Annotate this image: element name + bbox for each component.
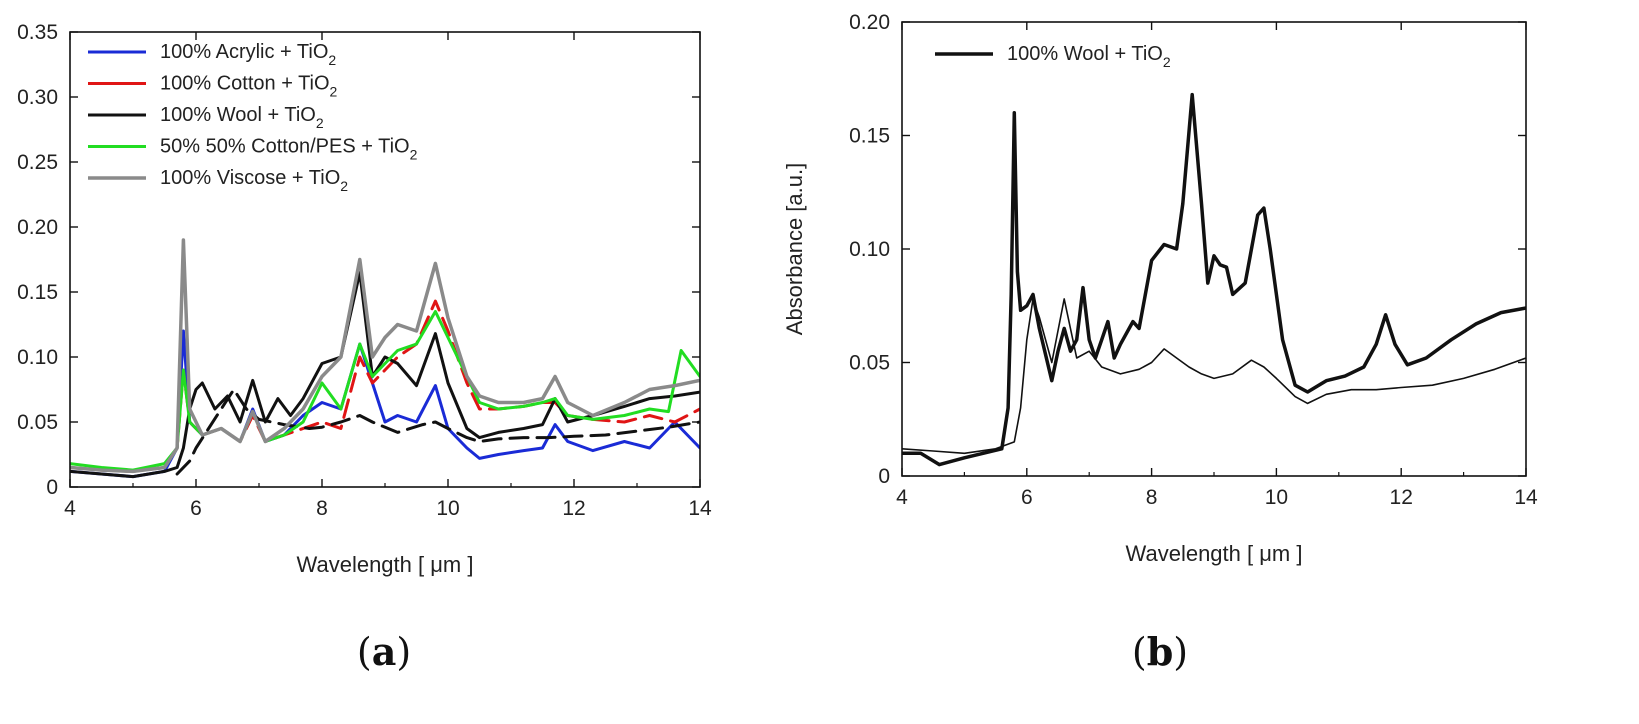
- y-tick-label: 0.15: [17, 281, 58, 304]
- x-tick-label: 8: [1146, 486, 1158, 509]
- x-axis-label-a: Wavelength [ μm ]: [297, 552, 474, 577]
- series-line-4: [175, 388, 700, 476]
- x-tick-label: 4: [64, 497, 76, 520]
- x-tick-label: 6: [190, 497, 202, 520]
- chart-a: 4 6 8 10 12 14 0 0.05 0.10 0.15 0.20 0.25 0.30 0.35 W…: [17, 21, 712, 674]
- legend-entry: 100% Cotton + TiO2: [160, 73, 338, 100]
- y-tick-label: 0.20: [849, 11, 890, 34]
- series-line-1: [70, 329, 700, 479]
- legend-entry: 100% Wool + TiO2: [160, 104, 324, 131]
- legend-entry: 100% Acrylic + TiO2: [160, 41, 336, 68]
- y-tick-label: 0.30: [17, 86, 58, 109]
- x-tick-label: 12: [1390, 486, 1413, 509]
- y-tick-label: 0.20: [17, 216, 58, 239]
- x-tick-label: 10: [436, 497, 459, 520]
- series-layer-a: [70, 238, 700, 479]
- legend-entry: 50% 50% Cotton/PES + TiO2: [160, 136, 418, 163]
- series-line-1: [902, 92, 1526, 467]
- ticks-a: 4 6 8 10 12 14 0 0.05 0.10 0.15 0.20 0.25 0.30 0.35: [17, 21, 712, 520]
- x-tick-label: 6: [1021, 486, 1033, 509]
- legend-a: 100% Acrylic + TiO2 100% Cotton + TiO2 100…: [88, 41, 418, 194]
- x-axis-label-b: Wavelength [ μm ]: [1126, 541, 1303, 566]
- series-line-6: [70, 238, 700, 474]
- ticks-b: 4 6 8 10 12 14 0 0.05 0.10 0.15 0.20: [849, 11, 1538, 509]
- x-tick-label: 10: [1265, 486, 1288, 509]
- series-layer-b: [902, 92, 1526, 467]
- series-line-5: [70, 310, 700, 472]
- y-axis-label-b: Absorbance [a.u.]: [782, 163, 807, 335]
- y-tick-label: 0.35: [17, 21, 58, 44]
- y-tick-label: 0: [46, 476, 58, 499]
- panel-label-b: (b): [1132, 629, 1188, 674]
- y-tick-label: 0.15: [849, 125, 890, 148]
- y-tick-label: 0.10: [849, 238, 890, 261]
- legend-b: 100% Wool + TiO2: [935, 43, 1171, 70]
- panel-label-a: (a): [357, 629, 411, 674]
- y-tick-label: 0: [878, 465, 890, 488]
- x-tick-label: 8: [316, 497, 328, 520]
- y-tick-label: 0.25: [17, 151, 58, 174]
- legend-entry: 100% Wool + TiO2: [1007, 43, 1171, 70]
- plot-frame-b: [901, 21, 1527, 477]
- x-tick-label: 14: [688, 497, 712, 520]
- y-tick-label: 0.05: [17, 411, 58, 434]
- x-tick-label: 12: [562, 497, 585, 520]
- legend-entry: 100% Viscose + TiO2: [160, 167, 348, 194]
- x-tick-label: 14: [1514, 486, 1538, 509]
- x-tick-label: 4: [896, 486, 908, 509]
- y-tick-label: 0.10: [17, 346, 58, 369]
- y-tick-label: 0.05: [849, 352, 890, 375]
- series-line-2: [902, 298, 1526, 455]
- chart-b: 4 6 8 10 12 14 0 0.05 0.10 0.15 0.20 Wavelength [ …: [782, 11, 1538, 674]
